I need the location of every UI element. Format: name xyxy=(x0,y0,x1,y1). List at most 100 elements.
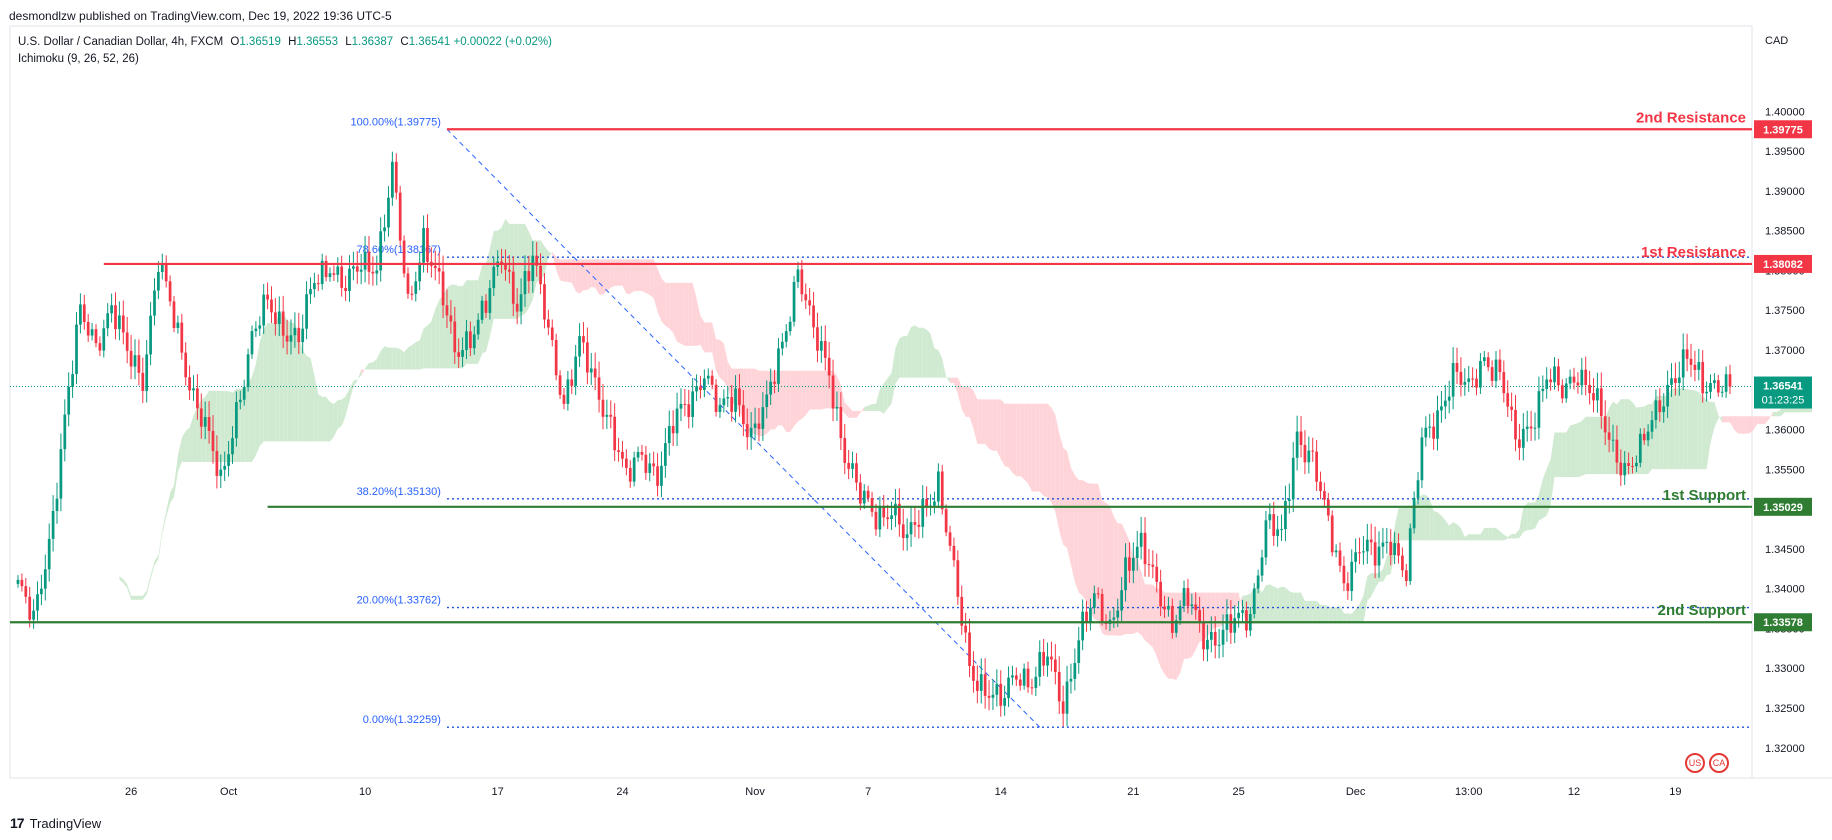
cloud-segment xyxy=(856,410,861,418)
candle-body xyxy=(149,315,152,355)
candle-body xyxy=(1709,383,1712,392)
cloud-segment xyxy=(528,231,533,309)
candle-body xyxy=(40,588,43,595)
cloud-segment xyxy=(911,325,915,378)
candle-body xyxy=(917,524,921,527)
candle-body xyxy=(1693,364,1697,370)
cloud-segment xyxy=(294,322,299,442)
candle-body xyxy=(987,695,991,698)
cloud-segment xyxy=(614,259,619,286)
candle-body xyxy=(1061,701,1065,714)
cloud-segment xyxy=(989,399,993,451)
candle-body xyxy=(839,406,843,439)
currency-label: CAD xyxy=(1765,35,1788,47)
candle-body xyxy=(203,417,207,427)
cloud-segment xyxy=(1285,587,1290,624)
cloud-segment xyxy=(1503,534,1508,541)
cloud-segment xyxy=(953,377,958,395)
candle-body xyxy=(1588,384,1591,394)
cloud-segment xyxy=(556,257,561,281)
candle-body xyxy=(28,596,32,620)
x-tick-label: 21 xyxy=(1127,786,1139,798)
cloud-segment xyxy=(368,362,373,370)
cloud-segment xyxy=(840,385,845,414)
candle-body xyxy=(1100,593,1104,622)
fib-label: 20.00%(1.33762) xyxy=(357,595,441,607)
candle-body xyxy=(547,319,550,328)
candle-body xyxy=(63,414,67,450)
fib-label: 100.00%(1.39775) xyxy=(350,116,441,128)
candle-body xyxy=(574,356,578,386)
cloud-segment xyxy=(329,401,334,442)
candle-body xyxy=(254,328,258,332)
cloud-segment xyxy=(606,259,611,292)
candle-body xyxy=(761,407,765,429)
cloud-segment xyxy=(1706,400,1711,470)
indicator-legend[interactable]: Ichimoku (9, 26, 52, 26) xyxy=(18,53,139,65)
footer-brand[interactable]: 17 TradingView xyxy=(10,815,101,831)
candle-body xyxy=(1050,656,1053,660)
candle-body xyxy=(51,510,55,539)
cloud-segment xyxy=(1745,416,1750,434)
candle-body xyxy=(227,454,230,466)
candle-body xyxy=(250,331,254,355)
x-tick-label: 12 xyxy=(1568,786,1580,798)
cloud-segment xyxy=(497,227,502,319)
cloud-segment xyxy=(891,348,896,404)
cloud-segment xyxy=(1488,527,1493,541)
candle-body xyxy=(968,632,971,666)
candle-body xyxy=(777,348,780,384)
cloud-segment xyxy=(1628,399,1633,475)
candle-body xyxy=(1264,520,1268,558)
candle-body xyxy=(972,665,975,681)
low-label: L xyxy=(345,36,352,48)
cloud-segment xyxy=(1320,604,1325,624)
candle-body xyxy=(523,271,527,295)
candle-body xyxy=(1619,462,1623,476)
candle-body xyxy=(843,438,847,463)
cloud-segment xyxy=(255,342,260,456)
cloud-segment xyxy=(918,327,923,378)
candle-body xyxy=(816,327,819,351)
cloud-segment xyxy=(669,282,674,333)
cloud-segment xyxy=(1059,433,1064,545)
cloud-segment xyxy=(314,375,319,442)
cloud-segment xyxy=(353,379,358,388)
cloud-segment xyxy=(1363,576,1368,624)
candle-body xyxy=(1018,679,1022,686)
candle-body xyxy=(1623,463,1627,476)
event-flags[interactable]: US CA xyxy=(1685,753,1729,773)
us-flag-icon[interactable]: US xyxy=(1685,753,1705,773)
candle-body xyxy=(137,355,141,373)
cloud-segment xyxy=(154,555,159,566)
cloud-segment xyxy=(1523,502,1528,533)
cloud-segment xyxy=(813,370,818,410)
open-label: O xyxy=(230,36,240,48)
candle-body xyxy=(1373,542,1377,566)
cloud-segment xyxy=(864,405,869,411)
candle-body xyxy=(663,443,667,466)
candle-body xyxy=(644,454,648,473)
cloud-segment xyxy=(532,240,537,300)
candle-body xyxy=(402,240,406,274)
candle-body xyxy=(847,462,851,469)
cloud-segment xyxy=(755,368,759,436)
candle-body xyxy=(297,327,301,343)
cloud-segment xyxy=(1172,592,1177,681)
candle-body xyxy=(180,322,184,353)
candle-body xyxy=(355,266,359,272)
ichimoku-cloud xyxy=(119,218,1812,681)
cloud-segment xyxy=(1714,401,1719,428)
candle-body xyxy=(1256,575,1260,589)
cloud-segment xyxy=(1086,482,1091,612)
cloud-segment xyxy=(1644,404,1649,475)
current-price-tag xyxy=(1754,376,1812,409)
cloud-segment xyxy=(1379,568,1383,582)
candle-body xyxy=(617,450,620,452)
canada-flag-icon[interactable]: CA xyxy=(1709,753,1729,773)
cloud-segment xyxy=(248,376,252,463)
candle-body xyxy=(812,305,815,328)
candle-body xyxy=(1057,672,1061,702)
candle-body xyxy=(1642,433,1646,441)
